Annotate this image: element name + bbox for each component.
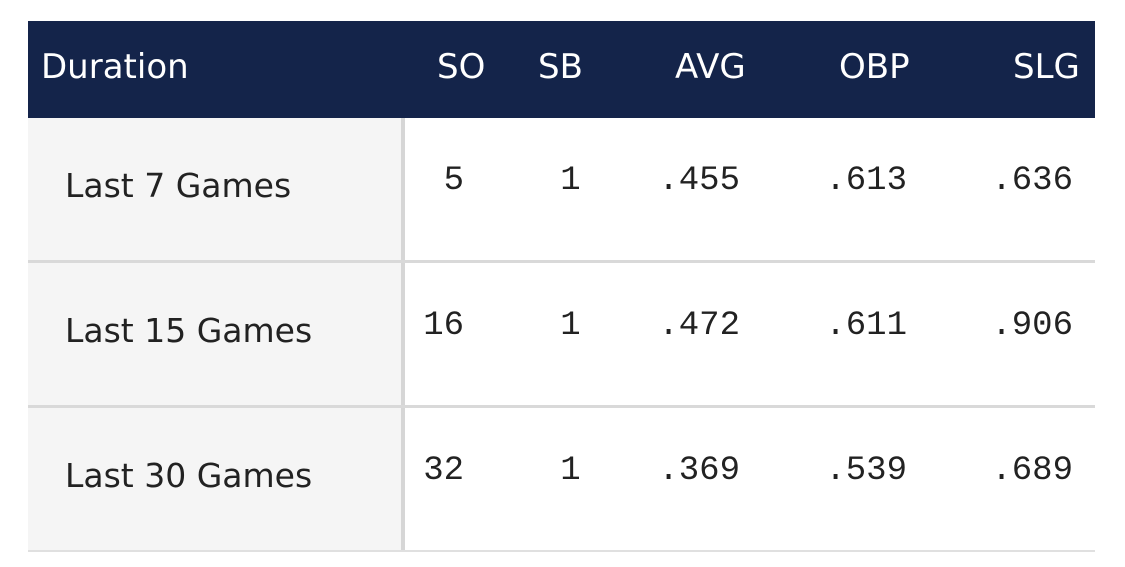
row-avg: .369 xyxy=(658,452,740,490)
row-label-cell: Last 7 Games xyxy=(28,118,405,260)
table-row: Last 7 Games 5 1 .455 .613 .636 xyxy=(28,118,1095,263)
row-so: 16 xyxy=(423,307,464,345)
row-avg: .472 xyxy=(658,307,740,345)
stats-table: Duration SO SB AVG OBP SLG Last 7 Games … xyxy=(28,21,1095,552)
row-label-cell: Last 15 Games xyxy=(28,263,405,405)
row-so: 32 xyxy=(423,452,464,490)
row-duration: Last 15 Games xyxy=(65,311,313,350)
row-so: 5 xyxy=(443,162,464,200)
row-duration: Last 7 Games xyxy=(65,166,292,205)
row-obp: .611 xyxy=(825,307,907,345)
header-obp[interactable]: OBP xyxy=(839,47,910,87)
header-avg[interactable]: AVG xyxy=(675,47,746,87)
row-slg: .636 xyxy=(991,162,1073,200)
header-slg[interactable]: SLG xyxy=(1013,47,1080,87)
header-sb[interactable]: SB xyxy=(538,47,583,87)
header-duration[interactable]: Duration xyxy=(41,47,189,87)
row-avg: .455 xyxy=(658,162,740,200)
row-label-cell: Last 30 Games xyxy=(28,408,405,550)
row-obp: .539 xyxy=(825,452,907,490)
table-header: Duration SO SB AVG OBP SLG xyxy=(28,21,1095,118)
row-duration: Last 30 Games xyxy=(65,456,313,495)
row-sb: 1 xyxy=(560,162,581,200)
row-slg: .689 xyxy=(991,452,1073,490)
table-row: Last 30 Games 32 1 .369 .539 .689 xyxy=(28,408,1095,552)
row-slg: .906 xyxy=(991,307,1073,345)
row-obp: .613 xyxy=(825,162,907,200)
table-row: Last 15 Games 16 1 .472 .611 .906 xyxy=(28,263,1095,408)
row-sb: 1 xyxy=(560,307,581,345)
row-sb: 1 xyxy=(560,452,581,490)
header-so[interactable]: SO xyxy=(437,47,486,87)
